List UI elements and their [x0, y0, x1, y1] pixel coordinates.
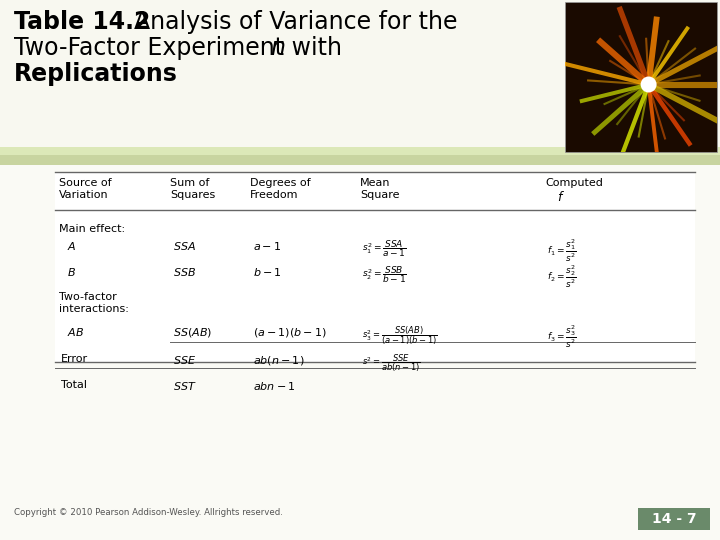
Text: Analysis of Variance for the: Analysis of Variance for the	[119, 10, 457, 34]
Text: Replications: Replications	[14, 62, 178, 86]
Text: Table 14.2: Table 14.2	[14, 10, 150, 34]
Text: $f_3 = \dfrac{s_3^2}{s^2}$: $f_3 = \dfrac{s_3^2}{s^2}$	[547, 324, 577, 350]
Text: $f_2 = \dfrac{s_2^2}{s^2}$: $f_2 = \dfrac{s_2^2}{s^2}$	[547, 264, 577, 290]
Text: Total: Total	[61, 380, 87, 390]
Text: $f_1 = \dfrac{s_1^2}{s^2}$: $f_1 = \dfrac{s_1^2}{s^2}$	[547, 238, 577, 264]
Bar	[638, 508, 710, 530]
Bar	[0, 165, 720, 540]
Text: Sum of: Sum of	[170, 178, 210, 188]
Text: $s^2 = \dfrac{SSE}{ab(n-1)}$: $s^2 = \dfrac{SSE}{ab(n-1)}$	[362, 352, 421, 374]
Text: $SST$: $SST$	[173, 380, 197, 392]
Text: Two-Factor Experiment with: Two-Factor Experiment with	[14, 36, 349, 60]
Text: $SSB$: $SSB$	[173, 266, 196, 278]
Text: Copyright © 2010 Pearson Addison-Wesley. Allrights reserved.: Copyright © 2010 Pearson Addison-Wesley.…	[14, 508, 283, 517]
Bar	[0, 147, 720, 155]
Text: Degrees of: Degrees of	[250, 178, 310, 188]
Text: $f$: $f$	[557, 190, 565, 204]
Text: $SSE$: $SSE$	[173, 354, 196, 366]
Text: Mean: Mean	[360, 178, 390, 188]
Text: $B$: $B$	[67, 266, 76, 278]
Text: interactions:: interactions:	[59, 304, 129, 314]
Text: Square: Square	[360, 190, 400, 200]
Bar	[0, 0, 720, 155]
Text: n: n	[270, 36, 285, 60]
Text: Error: Error	[61, 354, 88, 364]
Circle shape	[641, 77, 657, 92]
Text: $(a-1)(b-1)$: $(a-1)(b-1)$	[253, 326, 327, 339]
Text: $abn-1$: $abn-1$	[253, 380, 295, 392]
Text: $SSA$: $SSA$	[173, 240, 196, 252]
Text: Two-factor: Two-factor	[59, 292, 117, 302]
Text: Main effect:: Main effect:	[59, 224, 125, 234]
Text: $s_1^2 = \dfrac{SSA}{a-1}$: $s_1^2 = \dfrac{SSA}{a-1}$	[362, 238, 407, 259]
Text: $s_3^2 = \dfrac{SS(AB)}{(a-1)(b-1)}$: $s_3^2 = \dfrac{SS(AB)}{(a-1)(b-1)}$	[362, 324, 438, 347]
Text: $a-1$: $a-1$	[253, 240, 282, 252]
Text: $SS(AB)$: $SS(AB)$	[173, 326, 212, 339]
Text: Freedom: Freedom	[250, 190, 299, 200]
Text: $AB$: $AB$	[67, 326, 84, 338]
Bar	[55, 172, 695, 362]
Bar	[0, 150, 720, 165]
Bar	[565, 2, 717, 152]
Text: 14 - 7: 14 - 7	[652, 512, 696, 526]
Text: Squares: Squares	[170, 190, 215, 200]
Text: $A$: $A$	[67, 240, 76, 252]
Text: Variation: Variation	[59, 190, 109, 200]
Text: Computed: Computed	[545, 178, 603, 188]
Text: $s_2^2 = \dfrac{SSB}{b-1}$: $s_2^2 = \dfrac{SSB}{b-1}$	[362, 264, 407, 285]
Text: Source of: Source of	[59, 178, 112, 188]
Text: $ab(n-1)$: $ab(n-1)$	[253, 354, 305, 367]
Text: $b-1$: $b-1$	[253, 266, 282, 278]
